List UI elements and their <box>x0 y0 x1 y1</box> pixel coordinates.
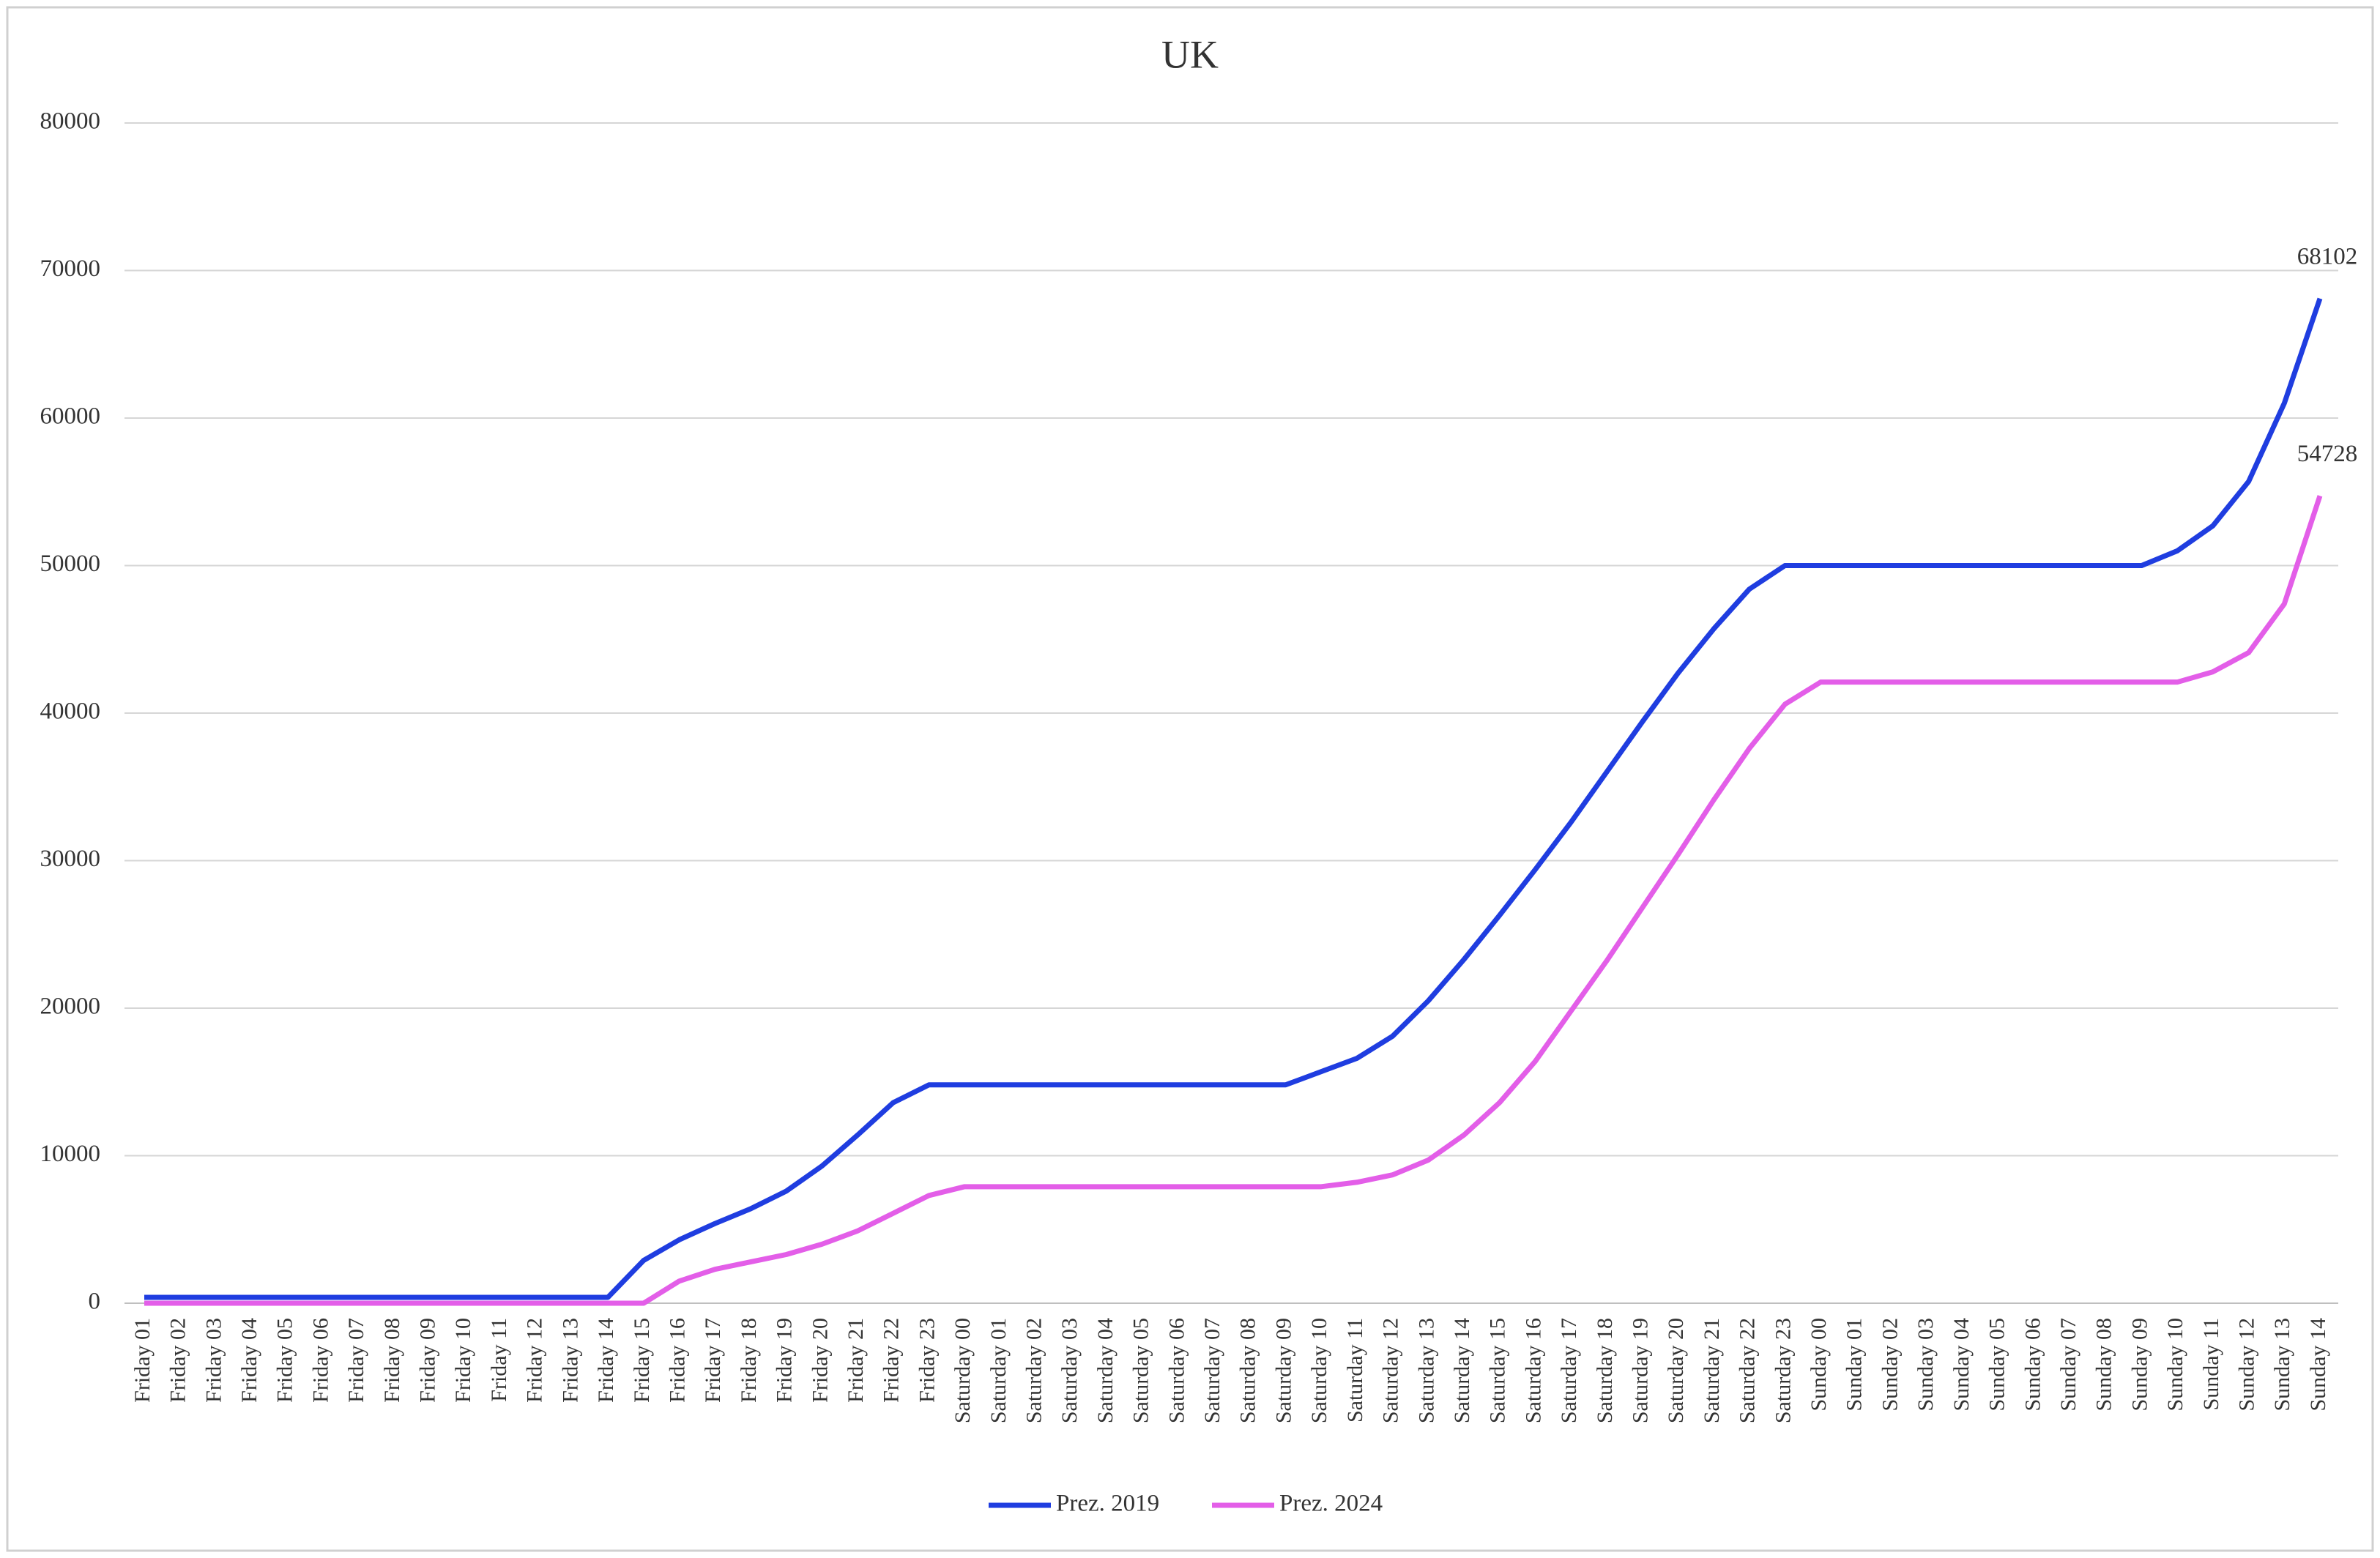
x-tick-label: Sunday 11 <box>2199 1318 2223 1410</box>
x-tick-label: Saturday 11 <box>1343 1318 1367 1423</box>
x-tick-label: Friday 08 <box>380 1318 404 1403</box>
y-tick-label: 20000 <box>40 994 101 1020</box>
x-tick-label: Saturday 03 <box>1057 1318 1082 1423</box>
x-tick-label: Saturday 09 <box>1271 1318 1295 1423</box>
y-tick-label: 40000 <box>40 698 101 725</box>
x-tick-label: Friday 11 <box>487 1318 511 1402</box>
data-label: 54728 <box>2297 441 2358 467</box>
chart-frame <box>6 6 2374 1552</box>
x-tick-label: Friday 03 <box>201 1318 226 1403</box>
x-tick-label: Sunday 05 <box>1985 1318 2009 1412</box>
x-tick-label: Friday 09 <box>416 1318 440 1403</box>
x-tick-label: Friday 16 <box>665 1318 689 1403</box>
chart-title: UK <box>1161 32 1219 76</box>
x-tick-label: Friday 02 <box>166 1318 190 1403</box>
x-tick-label: Saturday 14 <box>1450 1318 1474 1423</box>
x-tick-label: Saturday 08 <box>1236 1318 1260 1423</box>
y-tick-label: 70000 <box>40 256 101 282</box>
legend-label: Prez. 2024 <box>1279 1491 1383 1517</box>
x-tick-label: Saturday 16 <box>1521 1318 1545 1423</box>
x-tick-label: Saturday 06 <box>1164 1318 1189 1423</box>
x-tick-label: Sunday 07 <box>2056 1318 2080 1412</box>
x-tick-label: Sunday 14 <box>2306 1318 2330 1412</box>
x-tick-label: Friday 04 <box>237 1318 261 1403</box>
x-tick-label: Saturday 13 <box>1414 1318 1438 1423</box>
x-tick-label: Sunday 13 <box>2270 1318 2294 1412</box>
x-tick-label: Sunday 00 <box>1807 1318 1831 1412</box>
series-line <box>144 297 2323 1300</box>
y-tick-label: 80000 <box>40 108 101 135</box>
x-tick-label: Friday 10 <box>451 1318 475 1403</box>
x-tick-label: Saturday 02 <box>1022 1318 1046 1423</box>
x-tick-label: Friday 17 <box>701 1318 725 1403</box>
x-tick-label: Saturday 10 <box>1307 1318 1331 1423</box>
x-tick-label: Friday 05 <box>273 1318 297 1403</box>
series-line <box>144 495 2323 1306</box>
x-tick-label: Friday 20 <box>808 1318 832 1403</box>
x-tick-label: Friday 14 <box>594 1318 618 1403</box>
x-tick-label: Sunday 10 <box>2163 1318 2187 1412</box>
y-tick-label: 60000 <box>40 403 101 430</box>
x-tick-label: Sunday 09 <box>2127 1318 2152 1412</box>
x-tick-label: Saturday 12 <box>1379 1318 1403 1423</box>
x-tick-label: Sunday 03 <box>1914 1318 1938 1412</box>
x-tick-label: Sunday 01 <box>1842 1318 1867 1412</box>
x-tick-label: Sunday 08 <box>2092 1318 2116 1412</box>
x-tick-label: Friday 01 <box>130 1318 155 1403</box>
x-tick-label: Sunday 04 <box>1949 1318 1974 1412</box>
x-tick-label: Friday 15 <box>630 1318 654 1403</box>
x-tick-label: Saturday 05 <box>1129 1318 1153 1423</box>
x-tick-label: Saturday 04 <box>1093 1318 1118 1423</box>
legend-label: Prez. 2019 <box>1056 1491 1159 1517</box>
x-tick-label: Saturday 15 <box>1486 1318 1510 1423</box>
x-tick-label: Saturday 20 <box>1664 1318 1688 1423</box>
x-tick-label: Friday 07 <box>344 1318 368 1403</box>
x-tick-label: Saturday 07 <box>1200 1318 1224 1423</box>
x-tick-label: Saturday 22 <box>1736 1318 1760 1423</box>
x-tick-label: Friday 12 <box>523 1318 547 1403</box>
x-tick-label: Friday 19 <box>773 1318 797 1403</box>
x-tick-label: Friday 23 <box>915 1318 939 1403</box>
x-tick-label: Saturday 23 <box>1771 1318 1795 1423</box>
y-tick-label: 0 <box>89 1289 101 1315</box>
x-tick-label: Saturday 01 <box>986 1318 1011 1423</box>
x-tick-label: Friday 18 <box>737 1318 761 1403</box>
y-tick-label: 10000 <box>40 1141 101 1167</box>
y-tick-label: 50000 <box>40 551 101 577</box>
x-tick-label: Saturday 19 <box>1628 1318 1652 1423</box>
x-tick-label: Saturday 17 <box>1557 1318 1581 1423</box>
y-tick-label: 30000 <box>40 846 101 872</box>
x-tick-label: Saturday 18 <box>1593 1318 1617 1423</box>
x-tick-label: Friday 21 <box>844 1318 868 1403</box>
data-label: 68102 <box>2297 243 2358 269</box>
x-tick-label: Friday 22 <box>880 1318 904 1403</box>
x-tick-label: Friday 13 <box>558 1318 582 1403</box>
x-tick-label: Sunday 02 <box>1878 1318 1902 1412</box>
x-tick-label: Saturday 21 <box>1700 1318 1724 1423</box>
x-tick-label: Sunday 06 <box>2020 1318 2045 1412</box>
x-tick-label: Saturday 00 <box>951 1318 975 1423</box>
x-tick-label: Friday 06 <box>308 1318 332 1403</box>
x-tick-label: Sunday 12 <box>2234 1318 2258 1412</box>
